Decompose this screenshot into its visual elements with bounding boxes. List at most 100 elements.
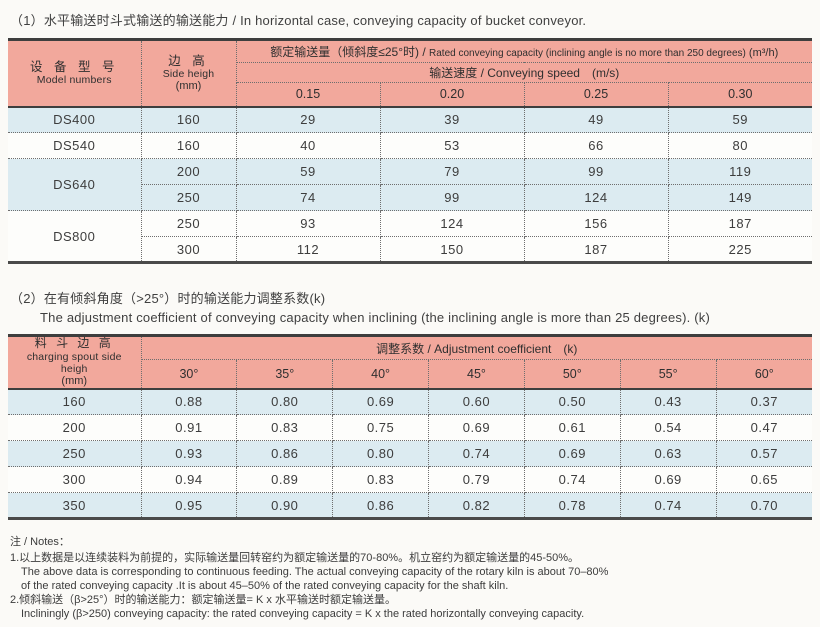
capacity-cell: 93 <box>235 210 381 237</box>
capacity-cell: 49 <box>523 106 669 133</box>
capacity-cell: 66 <box>523 132 669 159</box>
coefficient-cell: 0.69 <box>523 440 621 468</box>
coefficient-cell: 0.50 <box>523 388 621 416</box>
spout-header-zh: 料 斗 边 高 <box>34 336 114 350</box>
coefficient-cell: 0.74 <box>523 466 621 494</box>
table-row: DS400 160 29 39 49 59 <box>8 106 813 133</box>
notes-section: 注 / Notes： 1.以上数据是以连续装料为前提的，实际输送量回转窑约为额定… <box>10 535 812 621</box>
speed-col-header: 0.30 <box>667 82 813 107</box>
spout-side-cell: 350 <box>8 492 142 520</box>
side-height-cell: 300 <box>141 236 237 263</box>
angle-col-header: 60° <box>715 359 812 390</box>
table-row: DS540 160 40 53 66 80 <box>8 132 813 159</box>
coefficient-cell: 0.94 <box>140 466 238 494</box>
coefficient-cell: 0.61 <box>523 414 621 442</box>
coefficient-header: 调整系数 / Adjustment coefficient (k) <box>140 334 812 361</box>
side-height-column-header: 边 高 Side heigh (mm) <box>140 39 237 107</box>
table-row: 200 0.91 0.83 0.75 0.69 0.61 0.54 0.47 <box>8 414 812 442</box>
spout-header-en: charging spout side heigh <box>26 350 122 375</box>
capacity-cell: 187 <box>523 236 669 263</box>
coefficient-cell: 0.37 <box>715 388 812 416</box>
model-column-header: 设 备 型 号 Model numbers <box>8 39 142 107</box>
coefficient-cell: 0.43 <box>619 388 717 416</box>
model-header-en: Model numbers <box>36 74 112 87</box>
coefficient-cell: 0.90 <box>236 492 334 520</box>
coefficient-cell: 0.88 <box>140 388 238 416</box>
capacity-cell: 119 <box>667 158 813 185</box>
coefficient-cell: 0.80 <box>332 440 430 468</box>
model-cell: DS540 <box>8 132 142 159</box>
capacity-cell: 187 <box>667 210 813 237</box>
angle-col-header: 45° <box>428 359 525 390</box>
spout-side-cell: 200 <box>8 414 142 442</box>
capacity-cell: 59 <box>667 106 813 133</box>
rated-capacity-header-zh: 额定输送量（倾斜度≤25°时) / <box>270 45 430 59</box>
coefficient-cell: 0.57 <box>715 440 812 468</box>
side-height-cell: 250 <box>140 210 237 237</box>
spacer <box>8 264 812 284</box>
section2-title-zh: （2）在有倾斜角度（>25°）时的输送能力调整系数(k) <box>10 291 326 306</box>
coefficient-cell: 0.82 <box>428 492 525 520</box>
table-row: DS800 250 93 124 156 187 <box>8 210 813 263</box>
coefficient-cell: 0.79 <box>428 466 525 494</box>
side-height-cell: 160 <box>140 132 237 159</box>
speed-col-header: 0.20 <box>379 82 525 107</box>
coefficient-cell: 0.70 <box>715 492 812 520</box>
model-cell: DS400 <box>8 106 142 133</box>
coefficient-cell: 0.65 <box>715 466 812 494</box>
table-row: 250 0.93 0.86 0.80 0.74 0.69 0.63 0.57 <box>8 440 812 468</box>
coefficient-cell: 0.83 <box>236 414 334 442</box>
spout-header-unit: (mm) <box>61 374 88 387</box>
note-1-en-line2: of the rated conveying capacity .It is a… <box>21 580 509 593</box>
capacity-cell: 99 <box>379 184 525 211</box>
capacity-cell: 149 <box>667 184 813 211</box>
coefficient-cell: 0.80 <box>236 388 334 416</box>
side-height-cell: 250 <box>141 184 237 211</box>
coefficient-cell: 0.86 <box>332 492 430 520</box>
side-height-header-zh: 边 高 <box>168 53 209 68</box>
spout-side-cell: 300 <box>8 466 142 494</box>
coefficient-cell: 0.86 <box>236 440 334 468</box>
spout-side-cell: 160 <box>8 388 142 416</box>
coefficient-cell: 0.74 <box>619 492 717 520</box>
capacity-cell: 74 <box>235 184 381 211</box>
coefficient-cell: 0.83 <box>332 466 430 494</box>
note-2-en-line1: Incliningly (β>250) conveying capacity: … <box>21 608 585 621</box>
angle-col-header: 35° <box>236 359 334 390</box>
conveying-speed-header: 输送速度 / Conveying speed (m/s) <box>236 62 813 83</box>
spout-side-cell: 250 <box>8 440 142 468</box>
capacity-cell: 53 <box>379 132 525 159</box>
capacity-cell: 80 <box>667 132 813 159</box>
section2-title: （2）在有倾斜角度（>25°）时的输送能力调整系数(k) The adjustm… <box>10 288 812 325</box>
coefficient-cell: 0.60 <box>428 388 525 416</box>
table-row: 350 0.95 0.90 0.86 0.82 0.78 0.74 0.70 <box>8 492 812 520</box>
coefficient-cell: 0.69 <box>619 466 717 494</box>
capacity-cell: 225 <box>667 236 813 263</box>
note-2-zh: 2.倾斜输送（β>25°）时的输送能力：额定输送量= K x 水平输送时额定输送… <box>10 594 396 607</box>
rated-capacity-header: 额定输送量（倾斜度≤25°时) / Rated conveying capaci… <box>235 39 813 63</box>
coefficient-cell: 0.63 <box>619 440 717 468</box>
rated-capacity-header-en: Rated conveying capacity (inclining angl… <box>429 48 746 59</box>
note-1-en-line1: The above data is corresponding to conti… <box>21 566 609 579</box>
speed-col-header: 0.15 <box>236 82 381 107</box>
coefficient-cell: 0.78 <box>523 492 621 520</box>
coefficient-cell: 0.54 <box>619 414 717 442</box>
model-header-zh: 设 备 型 号 <box>30 60 119 75</box>
coefficient-cell: 0.95 <box>140 492 238 520</box>
capacity-cell: 124 <box>379 210 525 237</box>
table-row: 300 0.94 0.89 0.83 0.79 0.74 0.69 0.65 <box>8 466 812 494</box>
rated-capacity-header-unit: (m³/h) <box>745 47 779 59</box>
capacity-cell: 39 <box>379 106 525 133</box>
capacity-cell: 112 <box>235 236 381 263</box>
coefficient-cell: 0.74 <box>428 440 525 468</box>
coefficient-cell: 0.91 <box>140 414 238 442</box>
angle-col-header: 50° <box>523 359 621 390</box>
side-height-cell: 200 <box>140 158 237 185</box>
table-row: DS640 200 59 79 99 119 <box>8 158 813 211</box>
table-row: 160 0.88 0.80 0.69 0.60 0.50 0.43 0.37 <box>8 388 812 416</box>
side-height-header-unit: (mm) <box>175 80 202 93</box>
capacity-table-header: 设 备 型 号 Model numbers 边 高 Side heigh (mm… <box>8 39 813 107</box>
model-cell: DS800 <box>8 210 142 263</box>
angle-col-header: 55° <box>619 359 717 390</box>
